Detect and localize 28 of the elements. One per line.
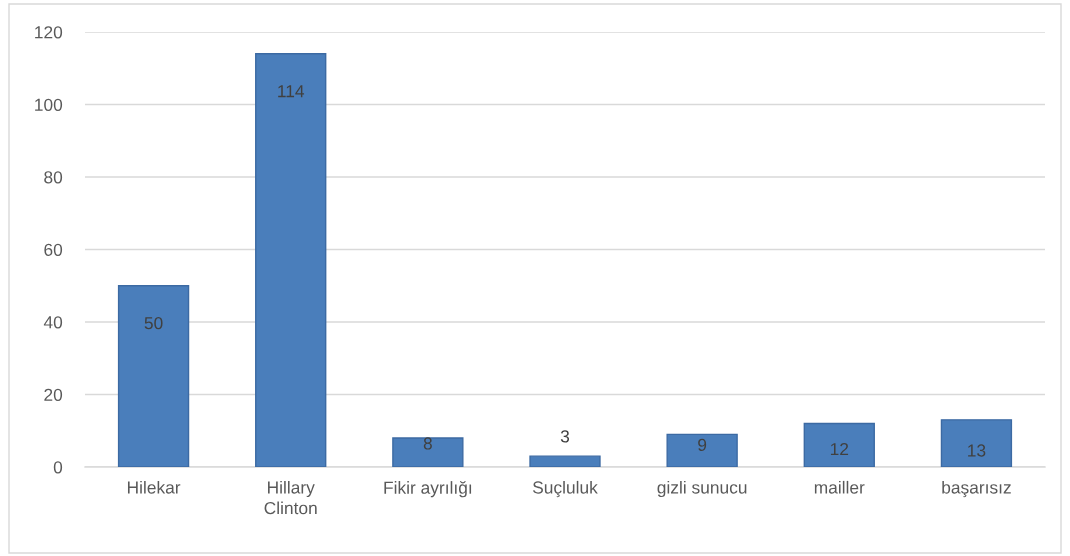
bar bbox=[940, 419, 1013, 467]
x-tick-label: Suçluluk bbox=[532, 480, 598, 498]
data-label: 13 bbox=[968, 444, 986, 457]
x-tick-label: Hillary Clinton bbox=[264, 480, 317, 515]
x-tick-label: mailler bbox=[814, 480, 865, 494]
bar bbox=[803, 422, 875, 467]
bar bbox=[255, 53, 327, 467]
x-tick-label: gizli sunucu bbox=[657, 480, 747, 498]
x-tick-label: Fikir ayrılığı bbox=[384, 480, 472, 498]
x-tick-label: Hilekar bbox=[127, 480, 181, 494]
y-tick-label: 120 bbox=[35, 26, 63, 39]
bar bbox=[666, 433, 738, 467]
bar bbox=[117, 285, 190, 467]
x-tick-label: başarısız bbox=[942, 480, 1011, 498]
data-label: 114 bbox=[278, 85, 305, 98]
bar bbox=[529, 455, 601, 467]
data-label: 8 bbox=[423, 437, 432, 450]
data-label: 50 bbox=[144, 317, 163, 330]
data-label: 3 bbox=[560, 430, 570, 443]
y-tick-label: 40 bbox=[43, 316, 63, 329]
y-tick-label: 0 bbox=[53, 461, 63, 474]
bar bbox=[392, 437, 464, 467]
y-tick-label: 20 bbox=[44, 388, 63, 401]
data-label: 9 bbox=[698, 438, 707, 452]
y-tick-label: 60 bbox=[44, 243, 63, 256]
data-label: 12 bbox=[830, 442, 849, 456]
y-tick-label: 100 bbox=[35, 98, 63, 111]
y-tick-label: 80 bbox=[44, 171, 63, 184]
